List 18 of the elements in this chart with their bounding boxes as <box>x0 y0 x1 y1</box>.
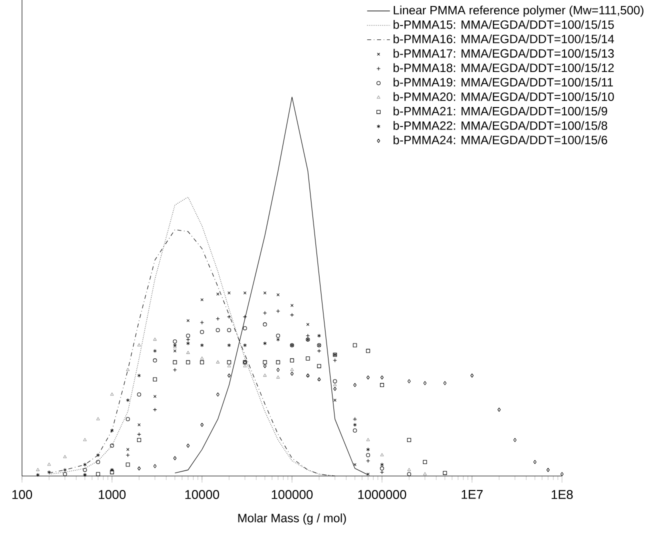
legend-label: b-PMMA15: MMA/EGDA/DDT=100/15/15 <box>394 20 614 29</box>
x-tick-label: 10000 <box>185 490 220 500</box>
legend-label: b-PMMA21: MMA/EGDA/DDT=100/15/9 <box>394 106 608 116</box>
x-tick-label: 1000000 <box>358 490 406 500</box>
x-tick-label: 1000 <box>98 490 126 500</box>
x-tick-label: 100000 <box>272 490 313 500</box>
x-tick-label: 1E7 <box>462 490 483 499</box>
legend-label: b-PMMA24: MMA/EGDA/DDT=100/15/6 <box>394 135 608 144</box>
legend-label: b-PMMA19: MMA/EGDA/DDT=100/15/11 <box>394 78 613 87</box>
legend-label: b-PMMA18: MMA/EGDA/DDT=100/15/12 <box>394 63 614 72</box>
legend-label: Linear PMMA reference polymer (Mw=111,500) <box>394 6 644 17</box>
legend-label: b-PMMA16: MMA/EGDA/DDT=100/15/14 <box>394 34 614 44</box>
x-axis-title: Molar Mass (g / mol) <box>238 513 346 525</box>
legend-label: b-PMMA20: MMA/EGDA/DDT=100/15/10 <box>394 92 614 101</box>
legend-label: b-PMMA17: MMA/EGDA/DDT=100/15/13 <box>394 48 614 58</box>
x-tick-label: 100 <box>12 490 32 500</box>
legend-label: b-PMMA22: MMA/EGDA/DDT=100/15/8 <box>394 121 608 130</box>
x-tick-label: 1E8 <box>552 490 573 500</box>
